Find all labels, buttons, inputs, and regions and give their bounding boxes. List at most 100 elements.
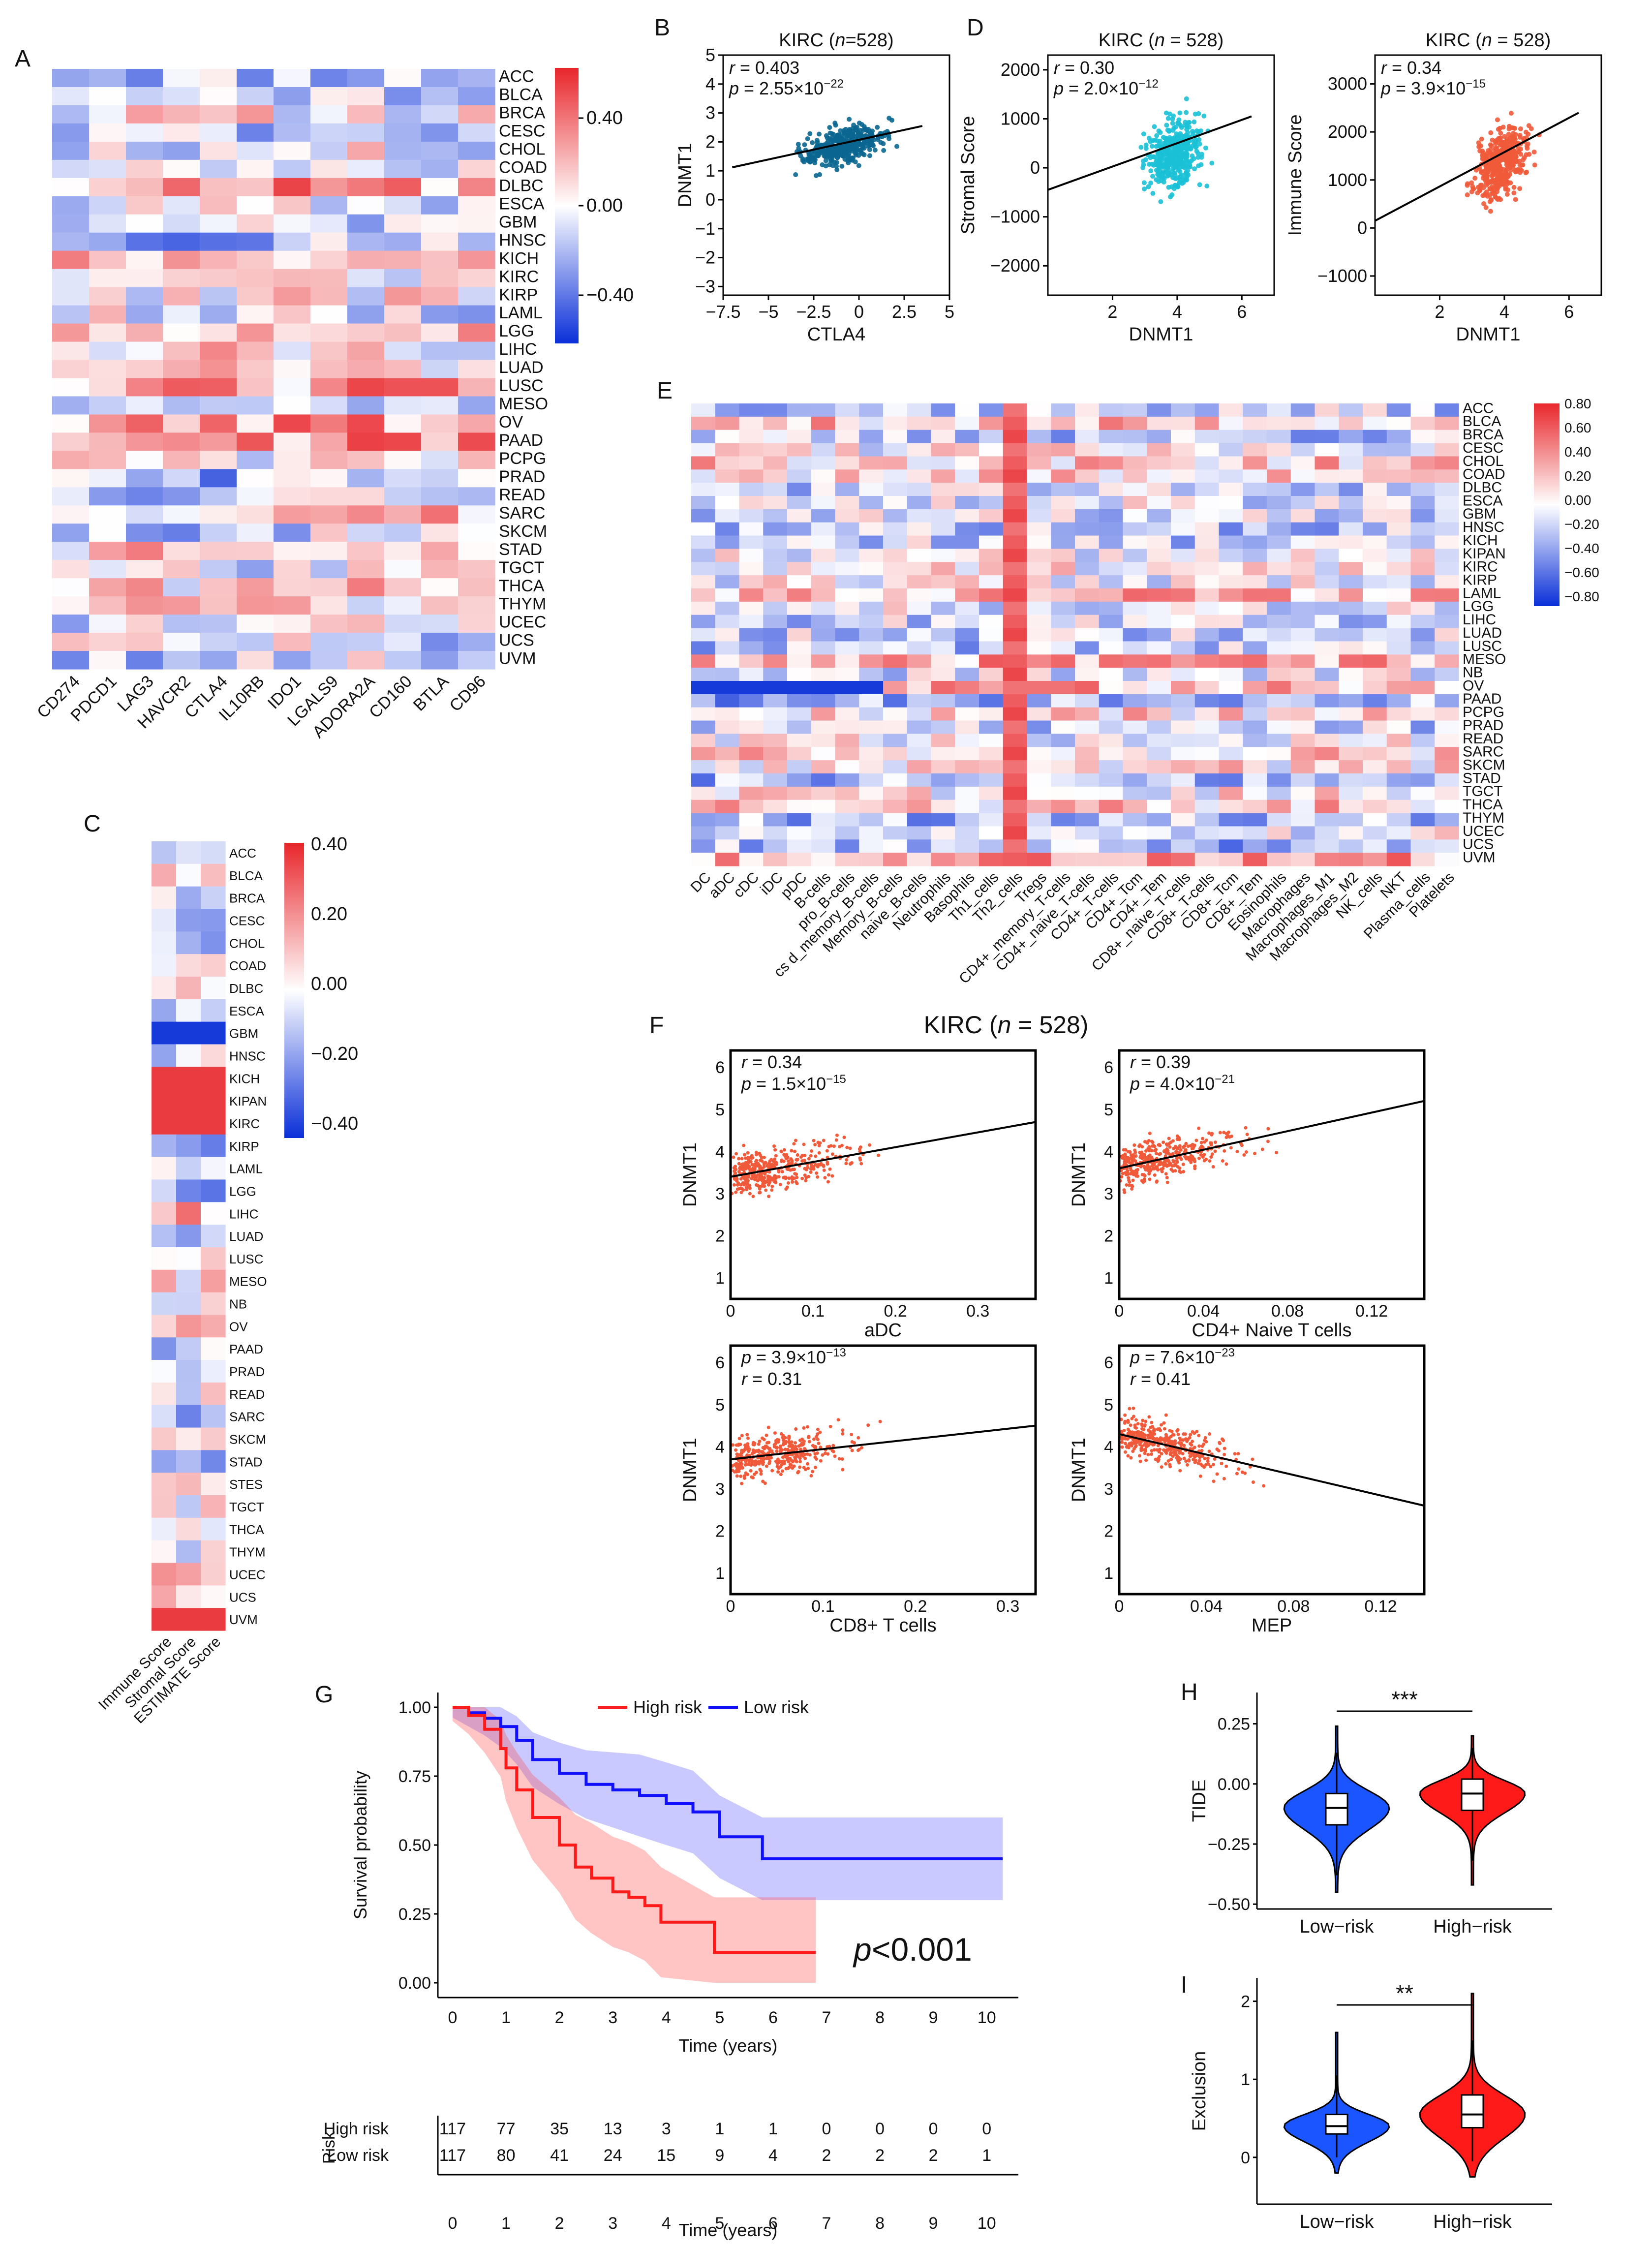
data-point [835, 1133, 839, 1137]
heat-cell-KIPAN-0 [152, 1089, 177, 1112]
heat-cell-TGCT-12 [979, 786, 1004, 800]
table-x-tick-label: 4 [662, 2214, 671, 2233]
heat-cell-LGG-9 [384, 323, 422, 342]
heat-cell-LUSC-6 [835, 641, 859, 655]
heat-cell-KIPAN-7 [859, 549, 884, 562]
y-tick-label: 0 [1357, 217, 1367, 238]
data-point [760, 1156, 764, 1160]
data-point [1527, 152, 1532, 157]
heat-cell-BRCA-10 [421, 105, 459, 124]
data-point [1185, 1463, 1189, 1467]
row-label-BLCA: BLCA [499, 86, 543, 104]
heat-cell-COAD-0 [691, 469, 716, 483]
heat-cell-READ-7 [859, 734, 884, 747]
heat-cell-READ-11 [458, 487, 495, 506]
heat-cell-BLCA-15 [1051, 416, 1075, 431]
data-point [792, 1142, 796, 1146]
heat-cell-KIRC-10 [421, 269, 459, 288]
data-point [1203, 1439, 1207, 1443]
heat-cell-PRAD-31 [1435, 720, 1459, 735]
heat-cell-BRCA-29 [1386, 430, 1411, 444]
heat-cell-UCS-11 [458, 633, 495, 651]
heat-cell-LGG-4 [200, 323, 237, 342]
data-point [1513, 197, 1518, 202]
data-point [836, 1418, 840, 1422]
data-point [1473, 167, 1479, 173]
data-point [1489, 143, 1494, 149]
heat-cell-LUAD-4 [787, 628, 812, 642]
heat-cell-DLBC-0 [152, 976, 177, 1000]
data-point [749, 1469, 753, 1473]
data-point [791, 1180, 795, 1184]
heat-cell-PAAD-8 [883, 694, 908, 708]
heat-cell-KIRP-27 [1339, 575, 1363, 589]
heat-cell-KIRC-16 [1075, 562, 1100, 576]
data-point [1223, 1447, 1226, 1450]
row-label-DLBC: DLBC [499, 176, 544, 195]
row-label-LIHC: LIHC [1463, 612, 1496, 628]
data-point [1150, 1449, 1154, 1453]
heat-cell-SARC-3 [163, 505, 200, 524]
heat-cell-GBM-17 [1099, 509, 1124, 523]
data-point [1143, 1423, 1147, 1427]
heat-cell-OV-0 [52, 414, 90, 433]
heat-cell-SKCM-22 [1219, 760, 1243, 774]
heat-cell-LUSC-10 [421, 378, 459, 397]
data-point [853, 159, 858, 164]
heat-cell-COAD-7 [310, 159, 348, 179]
data-point [1122, 1428, 1126, 1432]
heat-cell-ESCA-2 [739, 496, 764, 510]
scatter-title: KIRC (n=528) [779, 30, 893, 51]
data-point [836, 132, 841, 138]
data-point [807, 1157, 811, 1161]
data-point [826, 1452, 830, 1456]
heat-cell-MESO-15 [1051, 654, 1075, 668]
heat-cell-MESO-1 [715, 654, 740, 668]
data-point [1163, 157, 1168, 163]
legend-label-c2: 0.20 [311, 904, 347, 924]
heat-cell-CHOL-6 [835, 456, 859, 470]
data-point [1178, 1451, 1182, 1455]
heat-cell-SKCM-28 [1363, 760, 1387, 774]
y-axis-label: DNMT1 [680, 1438, 701, 1502]
y-tick-label: 6 [715, 1058, 725, 1077]
heat-cell-NB-19 [1147, 668, 1171, 681]
data-point [1169, 1451, 1173, 1455]
heat-cell-PRAD-1 [176, 1360, 201, 1383]
heat-cell-ACC-31 [1435, 403, 1459, 417]
heat-cell-KIPAN-2 [201, 1089, 226, 1112]
heat-cell-LAML-11 [955, 588, 979, 602]
data-point [850, 1448, 854, 1452]
data-point [797, 1444, 801, 1448]
heat-cell-KIRP-31 [1435, 575, 1459, 589]
heat-cell-KIPAN-18 [1123, 549, 1147, 562]
row-label-PRAD: PRAD [229, 1364, 265, 1379]
heat-cell-ESCA-7 [310, 196, 348, 215]
heat-cell-LAML-20 [1171, 588, 1195, 602]
data-point [848, 1146, 852, 1150]
data-point [1142, 1153, 1146, 1157]
heat-cell-SARC-10 [421, 505, 459, 524]
heat-cell-THYM-2 [126, 596, 163, 615]
heat-cell-DLBC-12 [979, 483, 1004, 496]
heat-cell-STAD-21 [1194, 773, 1220, 787]
heat-cell-MESO-1 [176, 1269, 201, 1293]
data-point [774, 1439, 778, 1443]
heat-cell-LUAD-17 [1099, 628, 1124, 642]
row-label-STAD: STAD [1463, 770, 1501, 786]
heat-cell-KIRP-13 [1003, 575, 1028, 589]
heat-cell-SKCM-8 [883, 760, 908, 774]
heat-cell-LUAD-19 [1147, 628, 1171, 642]
legend-bar-c [284, 843, 304, 1138]
data-point [1179, 1157, 1183, 1161]
heat-cell-UCS-1 [176, 1585, 201, 1608]
heat-cell-READ-9 [907, 734, 932, 747]
scatter-title: KIRC (n = 528) [1426, 30, 1551, 51]
heat-cell-LAML-3 [163, 305, 200, 324]
heat-cell-READ-2 [201, 1382, 226, 1406]
data-point [1202, 1442, 1206, 1446]
stat-p: p = 3.9×10−15 [1380, 77, 1486, 98]
data-point [1157, 1450, 1161, 1454]
data-point [737, 1157, 741, 1161]
data-point [835, 155, 840, 160]
